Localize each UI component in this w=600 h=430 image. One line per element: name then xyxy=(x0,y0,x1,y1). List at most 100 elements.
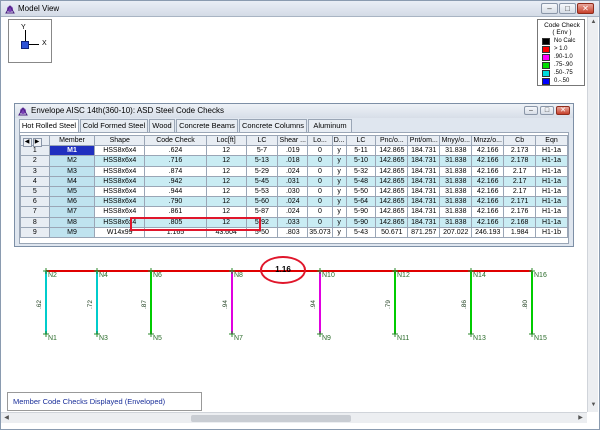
table-row[interactable]: 5 M5 HSS8x6x4.944 12 5-53.030 0 y 5-50 142.865 18… xyxy=(20,185,568,198)
risa-app-icon xyxy=(18,106,28,116)
status-text: Member Code Checks Displayed (Enveloped) xyxy=(13,397,166,406)
top-node-label: N6 xyxy=(153,272,162,279)
legend-swatch xyxy=(542,70,550,77)
top-node-marker[interactable] xyxy=(94,268,100,274)
tab-hot-rolled-steel[interactable]: Hot Rolled Steel xyxy=(19,119,79,133)
legend-label: .50-.75 xyxy=(554,70,573,76)
table-cell[interactable]: H1-1b xyxy=(535,226,568,238)
table-row[interactable]: 6 M6 HSS8x6x4.790 12 5-60.024 0 y 5-64 142.865 18… xyxy=(20,196,568,208)
top-node-marker[interactable] xyxy=(148,268,154,274)
horizontal-scrollbar[interactable]: ◀ ▶ xyxy=(1,412,587,423)
top-node-marker[interactable] xyxy=(529,268,535,274)
tab-concrete-columns[interactable]: Concrete Columns xyxy=(239,119,307,132)
beam-code-check-callout: 1.16 xyxy=(260,256,306,284)
top-node-label: N8 xyxy=(234,272,243,279)
top-node-marker[interactable] xyxy=(317,268,323,274)
bottom-node-label: N13 xyxy=(473,335,486,342)
bottom-node-marker[interactable] xyxy=(94,331,100,337)
bottom-node-marker[interactable] xyxy=(317,331,323,337)
axis-x-label: X xyxy=(42,40,47,47)
tab-aluminum[interactable]: Aluminum xyxy=(308,119,352,132)
horizontal-scroll-thumb[interactable] xyxy=(191,415,351,422)
legend-label: .75-.90 xyxy=(554,62,573,68)
top-node-label: N12 xyxy=(397,272,410,279)
scroll-down-arrow-icon[interactable]: ▼ xyxy=(590,402,597,408)
bottom-node-marker[interactable] xyxy=(529,331,535,337)
axis-y-label: Y xyxy=(21,24,26,31)
legend-swatch xyxy=(542,62,550,69)
legend-label: > 1.0 xyxy=(554,46,568,52)
table-row[interactable]: 2 M2 HSS8x6x4.716 12 5-13.018 0 y 5-10 142.865 18… xyxy=(20,155,568,167)
scroll-left-arrow-icon[interactable]: ◀ xyxy=(4,415,9,421)
table-cell[interactable]: 246.193 xyxy=(471,226,505,238)
top-node-marker[interactable] xyxy=(392,268,398,274)
window-title: Model View xyxy=(18,4,60,13)
top-node-label: N10 xyxy=(322,272,335,279)
legend-title: Code Check ( Env ) xyxy=(544,22,580,36)
legend-swatch xyxy=(542,78,550,85)
spreadsheet-close-button[interactable]: ✕ xyxy=(556,106,570,115)
table-cell[interactable]: 1.165 xyxy=(144,226,207,238)
top-node-marker[interactable] xyxy=(468,268,474,274)
scroll-right-arrow-icon[interactable]: ▶ xyxy=(578,415,583,421)
steel-code-check-spreadsheet: Envelope AISC 14th(360-10): ASD Steel Co… xyxy=(14,103,574,247)
table-cell[interactable]: W14x99 xyxy=(94,226,146,238)
bottom-node-label: N5 xyxy=(153,335,162,342)
close-button[interactable]: ✕ xyxy=(577,3,594,14)
max-code-check-highlight xyxy=(130,217,261,231)
legend-swatch xyxy=(542,46,550,53)
risa-app-icon xyxy=(5,4,15,14)
bottom-node-marker[interactable] xyxy=(468,331,474,337)
column-code-check-label: .72 xyxy=(87,299,94,309)
bottom-node-label: N3 xyxy=(99,335,108,342)
bottom-node-marker[interactable] xyxy=(392,331,398,337)
global-axes-indicator: Y X xyxy=(8,19,52,63)
scroll-up-arrow-icon[interactable]: ▲ xyxy=(590,19,597,25)
top-node-label: N2 xyxy=(48,272,57,279)
bottom-node-label: N11 xyxy=(397,335,410,342)
table-cell[interactable]: 43.604 xyxy=(205,226,247,238)
bottom-node-label: N7 xyxy=(234,335,243,342)
status-panel: Member Code Checks Displayed (Enveloped) xyxy=(7,392,202,411)
spreadsheet-titlebar[interactable]: Envelope AISC 14th(360-10): ASD Steel Co… xyxy=(15,104,573,118)
bottom-node-label: N9 xyxy=(322,335,331,342)
top-node-marker[interactable] xyxy=(43,268,49,274)
tab-cold-formed-steel[interactable]: Cold Formed Steel xyxy=(80,119,148,132)
bottom-node-marker[interactable] xyxy=(43,331,49,337)
column-code-check-label: .86 xyxy=(461,299,468,309)
tab-concrete-beams[interactable]: Concrete Beams xyxy=(176,119,238,132)
top-node-label: N4 xyxy=(99,272,108,279)
code-check-grid: ◀ ▶ Member Shape Code Check Loc[ft] LC S… xyxy=(19,132,569,244)
legend-label: No Calc xyxy=(554,38,576,44)
y-axis-line xyxy=(25,30,26,45)
tab-wood[interactable]: Wood xyxy=(149,119,175,132)
top-node-label: N14 xyxy=(473,272,486,279)
bottom-node-marker[interactable] xyxy=(148,331,154,337)
top-node-label: N16 xyxy=(534,272,547,279)
maximize-button[interactable]: □ xyxy=(559,3,576,14)
top-node-marker[interactable] xyxy=(229,268,235,274)
column-code-check-label: .94 xyxy=(310,299,317,309)
bottom-node-marker[interactable] xyxy=(229,331,235,337)
bottom-node-label: N15 xyxy=(534,335,547,342)
legend-label: 0.-.50 xyxy=(554,78,570,84)
column-code-check-label: .79 xyxy=(385,299,392,309)
table-row[interactable]: 3 M3 HSS8x6x4.874 12 5-29.024 0 y 5-32 142.865 18… xyxy=(20,165,568,177)
code-check-table: ◀ ▶ Member Shape Code Check Loc[ft] LC S… xyxy=(20,134,568,238)
x-axis-line xyxy=(25,44,39,45)
grid-prev-icon[interactable]: ◀ xyxy=(22,137,32,147)
header-nav-cell[interactable]: ◀ ▶ xyxy=(20,134,50,147)
model-view-titlebar[interactable]: Model View ‒ □ ✕ xyxy=(1,1,599,17)
spreadsheet-minimize-button[interactable]: ‒ xyxy=(524,106,538,115)
table-cell[interactable]: 35.073 xyxy=(307,226,333,238)
legend-label: .90-1.0 xyxy=(554,54,573,60)
code-check-legend: Code Check ( Env ) No Calc > 1.0 .90-1.0 .7… xyxy=(537,19,585,86)
spreadsheet-maximize-button[interactable]: □ xyxy=(540,106,554,115)
vertical-scrollbar[interactable]: ▲ ▼ xyxy=(587,17,598,412)
axis-origin-cube-icon xyxy=(21,41,29,49)
table-row[interactable]: 9 M9 W14x99 1.165 43.604 5-50.803 35.073 y 5-43 5… xyxy=(20,226,568,238)
column-code-check-label: .94 xyxy=(222,299,229,309)
grid-next-icon[interactable]: ▶ xyxy=(32,137,42,147)
minimize-button[interactable]: ‒ xyxy=(541,3,558,14)
